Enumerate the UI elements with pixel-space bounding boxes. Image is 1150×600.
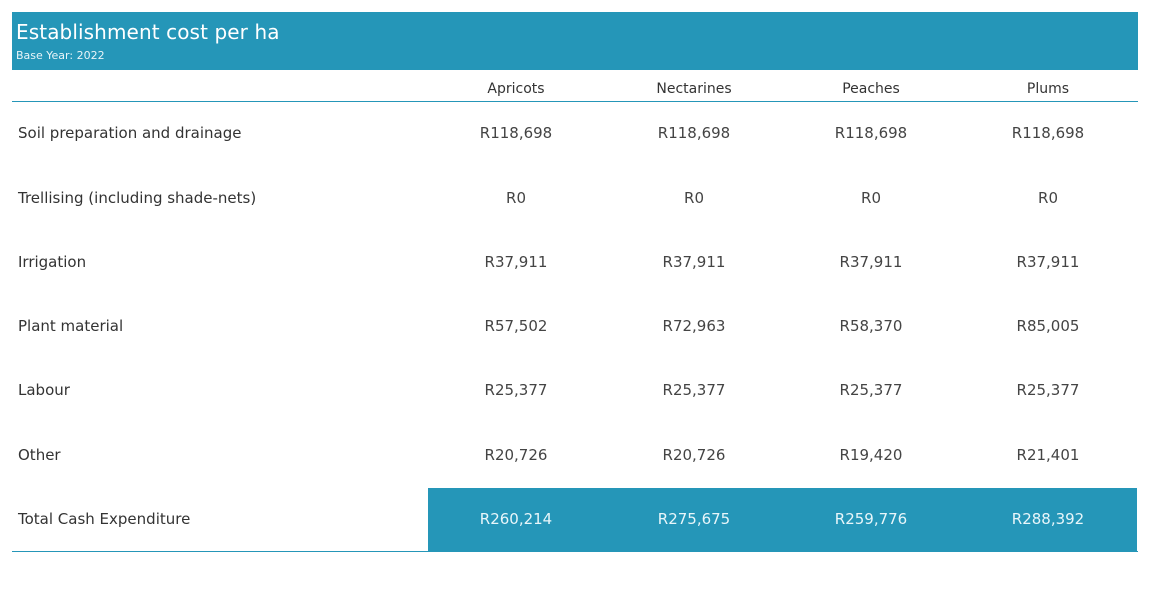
table-cell: R25,377 xyxy=(484,381,548,399)
column-header-apricots: Apricots xyxy=(487,81,545,97)
table-cell: R37,911 xyxy=(839,253,903,271)
row-label: Irrigation xyxy=(18,253,87,271)
table-cell: R0 xyxy=(506,189,526,207)
table-cell: R58,370 xyxy=(839,317,903,335)
table-cell: R72,963 xyxy=(662,317,726,335)
column-header-nectarines: Nectarines xyxy=(656,81,732,97)
page-title: Establishment cost per ha xyxy=(16,20,280,44)
table-cell: R57,502 xyxy=(484,317,548,335)
table-cell: R21,401 xyxy=(1016,446,1080,464)
column-header-peaches: Peaches xyxy=(842,81,900,97)
table-cell: R20,726 xyxy=(662,446,726,464)
table-cell: R37,911 xyxy=(662,253,726,271)
row-label: Trellising (including shade-nets) xyxy=(18,189,257,207)
table-cell: R85,005 xyxy=(1016,317,1080,335)
row-label: Plant material xyxy=(18,317,124,335)
total-row-highlight xyxy=(428,488,1137,552)
total-cell: R288,392 xyxy=(1011,510,1085,528)
row-label: Soil preparation and drainage xyxy=(18,124,242,142)
column-header-plums: Plums xyxy=(1026,81,1070,97)
page-subtitle: Base Year: 2022 xyxy=(16,49,105,62)
table-cell: R37,911 xyxy=(484,253,548,271)
table-bottom-divider xyxy=(12,551,1138,552)
total-row-label: Total Cash Expenditure xyxy=(18,510,191,528)
table-cell: R118,698 xyxy=(479,124,553,142)
table-cell: R25,377 xyxy=(839,381,903,399)
table-cell: R25,377 xyxy=(1016,381,1080,399)
total-cell: R259,776 xyxy=(834,510,908,528)
table-cell: R25,377 xyxy=(662,381,726,399)
table-cell: R19,420 xyxy=(839,446,903,464)
table-cell: R0 xyxy=(1038,189,1058,207)
table-cell: R0 xyxy=(684,189,704,207)
table-cell: R118,698 xyxy=(657,124,731,142)
table-cell: R0 xyxy=(861,189,881,207)
table-cell: R118,698 xyxy=(834,124,908,142)
table-cell: R37,911 xyxy=(1016,253,1080,271)
row-label: Labour xyxy=(18,381,70,399)
total-cell: R275,675 xyxy=(657,510,731,528)
table-cell: R118,698 xyxy=(1011,124,1085,142)
table-cell: R20,726 xyxy=(484,446,548,464)
row-label: Other xyxy=(18,446,61,464)
total-cell: R260,214 xyxy=(479,510,553,528)
header-bar: Establishment cost per ha Base Year: 202… xyxy=(12,12,1138,70)
header-divider xyxy=(12,101,1138,102)
